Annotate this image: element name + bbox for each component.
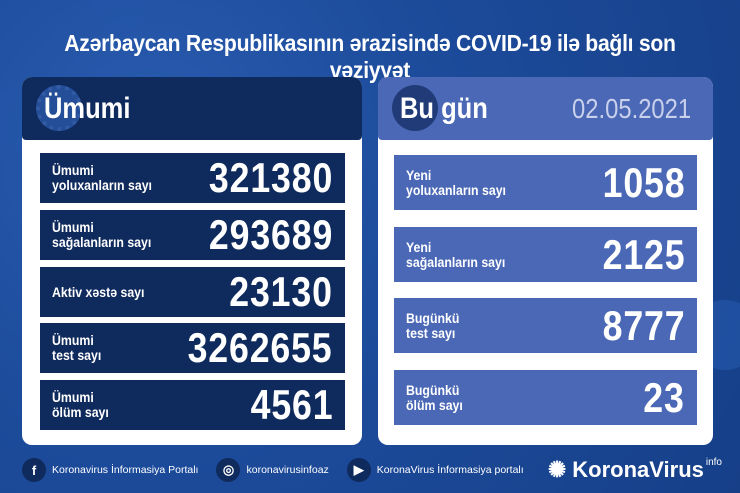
stat-row: Bugünkü test sayı 8777	[394, 298, 697, 353]
virus-logo-icon: ✺	[547, 457, 567, 482]
link-label: koronavirusinfoaz	[246, 464, 329, 476]
stat-label: Ümumi ölüm sayı	[52, 389, 109, 420]
brand-name: KoronaVirus	[572, 457, 704, 482]
stat-row: Ümumi sağalanların sayı 293689	[40, 210, 345, 260]
page-title: Azərbaycan Respublikasının ərazisində CO…	[64, 30, 676, 83]
total-header: Ümumi	[22, 77, 362, 140]
stat-row: Bugünkü ölüm sayı 23	[394, 370, 697, 425]
stat-value: 3262655	[188, 324, 333, 371]
stat-value: 23130	[229, 268, 333, 315]
stat-label: Bugünkü ölüm sayı	[406, 381, 463, 413]
instagram-icon: ◎	[216, 458, 241, 482]
today-panel: Bu gün 02.05.2021 Yeni yoluxanların sayı…	[378, 77, 713, 445]
stat-label: Ümumi test sayı	[52, 332, 102, 363]
stat-row: Aktiv xəstə sayı 23130	[40, 267, 345, 317]
total-panel: Ümumi Ümumi yoluxanların sayı 321380 Ümum…	[22, 77, 362, 445]
stat-row: Ümumi test sayı 3262655	[40, 323, 345, 373]
stat-label: Ümumi yoluxanların sayı	[52, 162, 152, 193]
stat-label: Bugünkü test sayı	[406, 309, 460, 341]
date: 02.05.2021	[571, 92, 691, 124]
total-heading: Ümumi	[44, 91, 131, 125]
stat-row: Yeni yoluxanların sayı 1058	[394, 155, 697, 210]
stat-label: Ümumi sağalanların sayı	[52, 219, 152, 250]
stat-value: 1058	[602, 158, 685, 206]
today-heading: Bu gün	[400, 91, 488, 125]
stat-value: 2125	[602, 230, 685, 278]
stat-value: 293689	[208, 211, 333, 258]
virus-icon	[392, 85, 438, 131]
brand-sup: info	[705, 457, 722, 468]
link-label: Koronavirus İnformasiya Portalı	[52, 464, 199, 476]
stat-value: 4561	[250, 381, 333, 428]
instagram-link[interactable]: ◎ koronavirusinfoaz	[216, 458, 329, 482]
stat-row: Ümumi ölüm sayı 4561	[40, 380, 345, 430]
stat-value: 23	[643, 373, 685, 421]
brand-logo: ✺ KoronaVirus info	[548, 457, 722, 483]
stat-row: Yeni sağalanların sayı 2125	[394, 227, 697, 282]
facebook-link[interactable]: f Koronavirus İnformasiya Portalı	[22, 458, 198, 482]
stat-label: Yeni yoluxanların sayı	[406, 166, 506, 198]
youtube-icon: ▶	[346, 458, 371, 482]
stat-label: Yeni sağalanların sayı	[406, 238, 506, 270]
facebook-icon: f	[22, 458, 46, 482]
stat-value: 8777	[602, 301, 685, 349]
link-label: KoronaVirus İnformasiya portalı	[376, 464, 524, 476]
stat-label: Aktiv xəstə sayı	[52, 283, 145, 300]
virus-icon	[36, 85, 82, 131]
stat-row: Ümumi yoluxanların sayı 321380	[40, 153, 345, 203]
today-header: Bu gün 02.05.2021	[378, 77, 713, 140]
footer: f Koronavirus İnformasiya Portalı ◎ korona…	[22, 455, 722, 485]
youtube-link[interactable]: ▶ KoronaVirus İnformasiya portalı	[346, 458, 524, 482]
stat-value: 321380	[208, 154, 333, 201]
